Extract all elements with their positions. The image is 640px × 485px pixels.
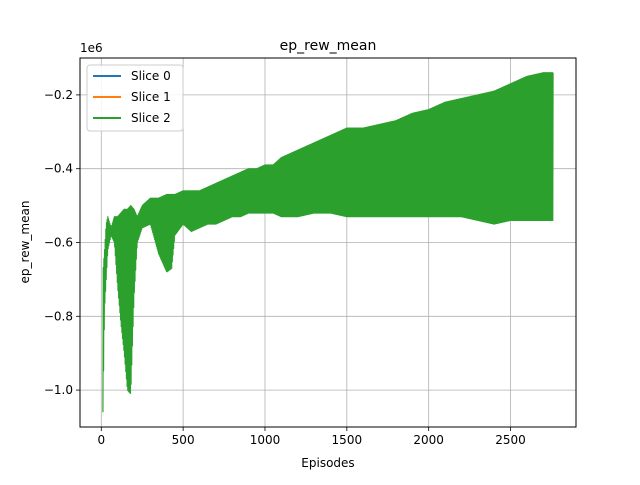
- x-tick-label: 1000: [250, 433, 281, 447]
- chart-title: ep_rew_mean: [280, 38, 377, 54]
- axes: 0 500 1000 1500 2000 2500 −1.0 −0.8 −0.6 −0.4 −0.2: [44, 88, 526, 447]
- series-line-slice-2: [102, 72, 554, 413]
- y-tick-label: −0.2: [44, 88, 73, 102]
- x-axis-label: Episodes: [301, 456, 354, 470]
- x-tick-label: 1500: [332, 433, 363, 447]
- y-axis-offset-label: 1e6: [80, 41, 103, 55]
- legend-box: [86, 64, 184, 132]
- x-tick-label: 2500: [495, 433, 526, 447]
- legend-label-slice-2: Slice 2: [131, 111, 171, 125]
- y-tick-label: −0.8: [44, 309, 73, 323]
- y-tick-label: −0.6: [44, 236, 73, 250]
- y-tick-label: −0.4: [44, 162, 73, 176]
- x-tick-label: 2000: [413, 433, 444, 447]
- legend-label-slice-0: Slice 0: [131, 69, 171, 83]
- x-tick-label: 500: [172, 433, 195, 447]
- series-layer: [102, 72, 554, 413]
- y-axis-label: ep_rew_mean: [18, 201, 32, 284]
- x-tick-label: 0: [97, 433, 105, 447]
- legend: Slice 0 Slice 1 Slice 2: [86, 64, 184, 132]
- y-tick-label: −1.0: [44, 383, 73, 397]
- legend-label-slice-1: Slice 1: [131, 90, 171, 104]
